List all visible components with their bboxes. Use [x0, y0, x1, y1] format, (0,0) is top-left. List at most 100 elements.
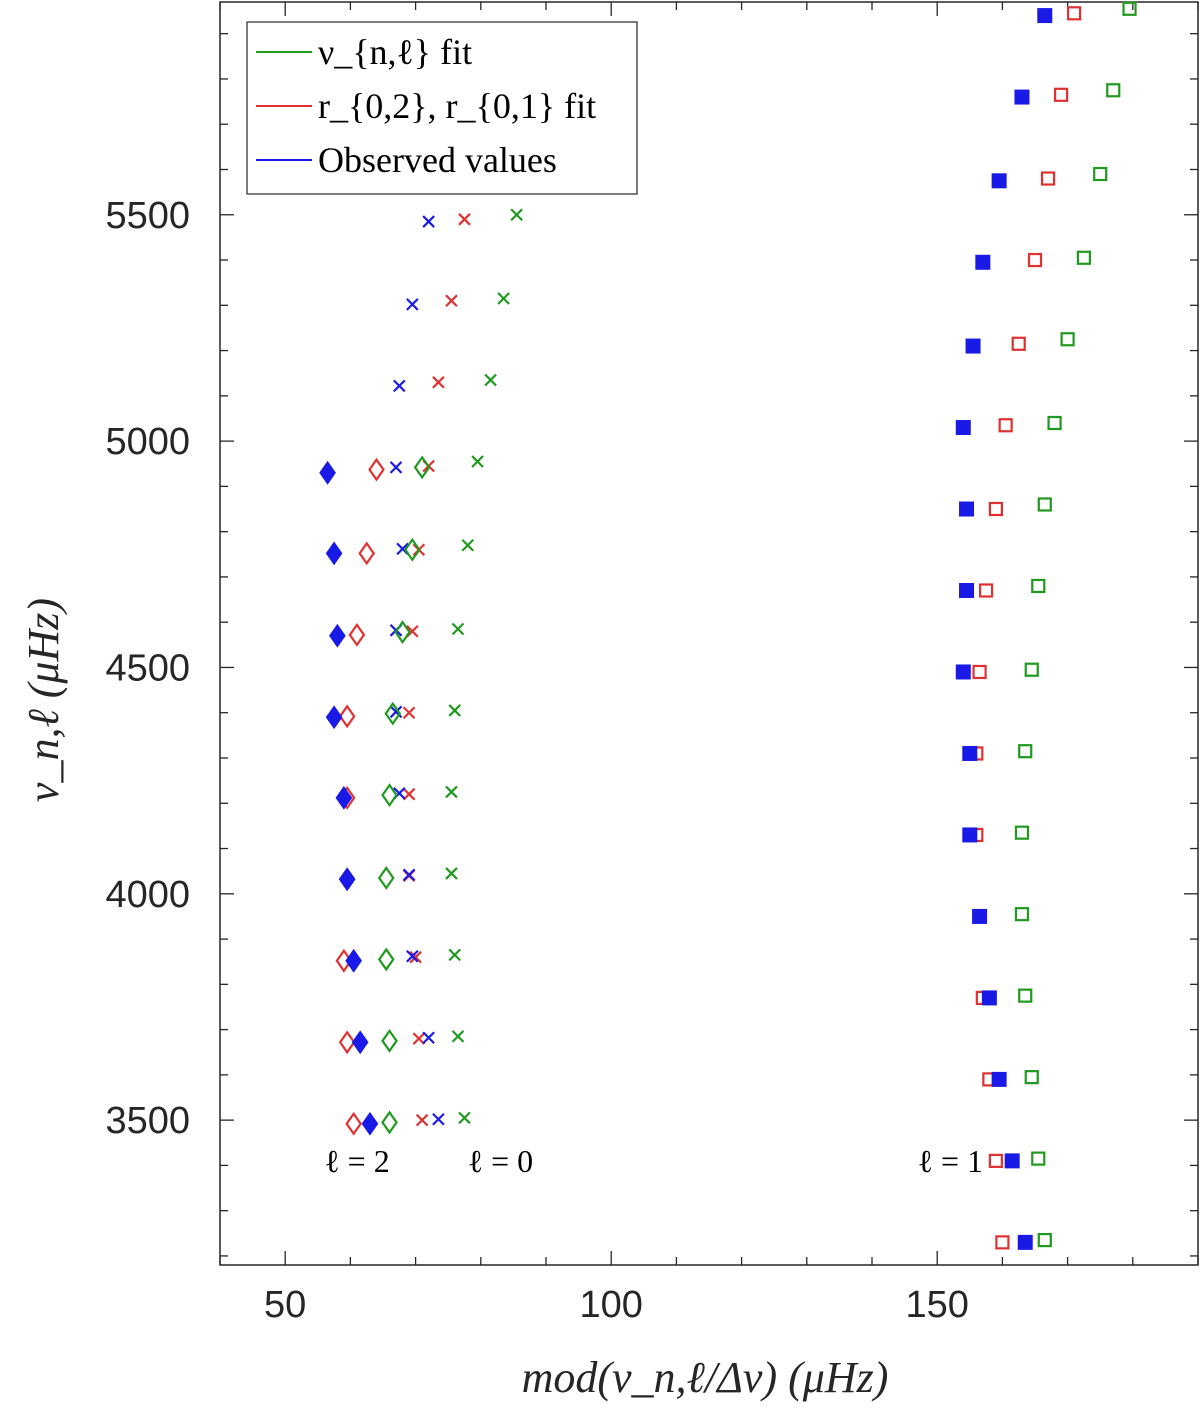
x-marker: [445, 867, 458, 880]
annotation-label: ℓ = 0: [468, 1143, 533, 1179]
square-filled-marker: [1017, 1234, 1033, 1250]
diamond-open-marker: [394, 620, 411, 645]
square-open-marker: [988, 1153, 1003, 1168]
x-marker: [510, 208, 523, 222]
x-tick-label: 50: [264, 1284, 306, 1326]
diamond-open-marker: [358, 541, 376, 566]
diamond-open-marker: [384, 701, 402, 726]
x-marker: [461, 538, 475, 552]
diamond-filled-marker: [329, 623, 346, 648]
x-marker: [471, 455, 484, 468]
square-open-marker: [1106, 83, 1121, 98]
square-open-marker: [1014, 907, 1030, 922]
y-tick-label: 4500: [105, 647, 190, 689]
diamond-filled-marker: [351, 1030, 369, 1055]
x-marker: [497, 292, 510, 305]
square-open-marker: [1031, 578, 1046, 594]
legend-label-0: ν_{n,ℓ} fit: [318, 32, 472, 72]
diamond-filled-marker: [319, 460, 336, 485]
x-marker: [393, 379, 406, 393]
diamond-open-marker: [368, 457, 385, 482]
diamond-open-marker: [348, 622, 366, 647]
square-open-marker: [1093, 166, 1108, 182]
diamond-filled-marker: [345, 948, 363, 973]
x-marker: [451, 1030, 465, 1043]
square-open-marker: [1122, 1, 1137, 16]
y-tick-label: 5500: [105, 195, 190, 237]
square-filled-marker: [972, 908, 988, 924]
square-open-marker: [1024, 1070, 1039, 1085]
x-axis-label: mod(ν_n,ℓ/Δν) (μHz): [522, 1353, 889, 1402]
y-tick-label: 5000: [105, 421, 190, 463]
x-tick-label: 100: [579, 1284, 642, 1326]
square-filled-marker: [991, 173, 1007, 189]
x-marker: [389, 461, 403, 474]
square-open-marker: [1060, 332, 1075, 347]
x-marker: [484, 373, 497, 387]
square-open-marker: [1040, 171, 1056, 186]
diamond-open-marker: [377, 866, 395, 890]
square-open-marker: [1027, 252, 1043, 268]
x-marker: [406, 298, 419, 311]
x-marker: [448, 704, 461, 717]
x-marker: [458, 1111, 471, 1125]
diamond-filled-marker: [325, 541, 343, 566]
data-marks: [319, 1, 1137, 1250]
square-filled-marker: [959, 501, 975, 517]
x-marker: [445, 294, 458, 308]
square-open-marker: [988, 501, 1003, 517]
square-open-marker: [972, 664, 987, 680]
x-marker: [445, 785, 458, 799]
x-marker: [448, 948, 461, 962]
square-filled-marker: [959, 582, 975, 598]
x-marker: [458, 213, 471, 226]
diamond-open-marker: [381, 1029, 398, 1053]
square-filled-marker: [981, 990, 997, 1006]
diamond-filled-marker: [335, 785, 353, 810]
square-open-marker: [1037, 1233, 1052, 1248]
square-filled-marker: [1004, 1153, 1020, 1169]
x-marker: [402, 706, 416, 719]
x-marker: [422, 1031, 435, 1045]
square-open-marker: [1037, 497, 1052, 512]
diamond-open-marker: [413, 455, 431, 480]
square-filled-marker: [955, 420, 971, 436]
x-marker: [402, 868, 416, 882]
annotation-label: ℓ = 1: [918, 1143, 983, 1179]
square-filled-marker: [962, 827, 978, 843]
square-filled-marker: [1014, 89, 1030, 105]
axis-ticks: [219, 2, 1199, 1265]
diamond-open-marker: [377, 947, 395, 972]
diamond-open-marker: [403, 537, 421, 562]
y-tick-label: 3500: [105, 1100, 190, 1142]
square-filled-marker: [965, 338, 981, 354]
plot-area: [219, 1, 1199, 1266]
x-tick-label: 150: [905, 1284, 968, 1326]
diamond-open-marker: [381, 1110, 398, 1135]
y-axis-label: ν_n,ℓ (μHz): [19, 598, 68, 802]
square-filled-marker: [962, 745, 978, 761]
legend-box: [246, 21, 638, 195]
square-open-marker: [978, 583, 994, 598]
legend: ν_{n,ℓ} fit r_{0,2}, r_{0,1} fit Observe…: [246, 21, 638, 195]
square-filled-marker: [975, 254, 991, 270]
legend-label-2: Observed values: [318, 140, 557, 180]
square-open-marker: [1076, 250, 1092, 265]
diamond-open-marker: [338, 704, 356, 729]
square-open-marker: [1011, 336, 1026, 351]
square-open-marker: [1067, 6, 1082, 21]
square-open-marker: [1024, 662, 1039, 677]
x-marker: [432, 1112, 445, 1126]
diamond-open-marker: [345, 1111, 363, 1136]
square-filled-marker: [991, 1071, 1007, 1087]
legend-label-1: r_{0,2}, r_{0,1} fit: [318, 86, 596, 126]
square-open-marker: [998, 418, 1013, 433]
square-filled-marker: [1037, 8, 1053, 24]
diamond-filled-marker: [361, 1111, 379, 1136]
annotations: ℓ = 2 ℓ = 0 ℓ = 1: [324, 1143, 983, 1179]
x-marker: [422, 215, 435, 228]
x-marker: [415, 1113, 429, 1127]
square-open-marker: [1047, 415, 1062, 431]
square-open-marker: [1031, 1151, 1046, 1166]
